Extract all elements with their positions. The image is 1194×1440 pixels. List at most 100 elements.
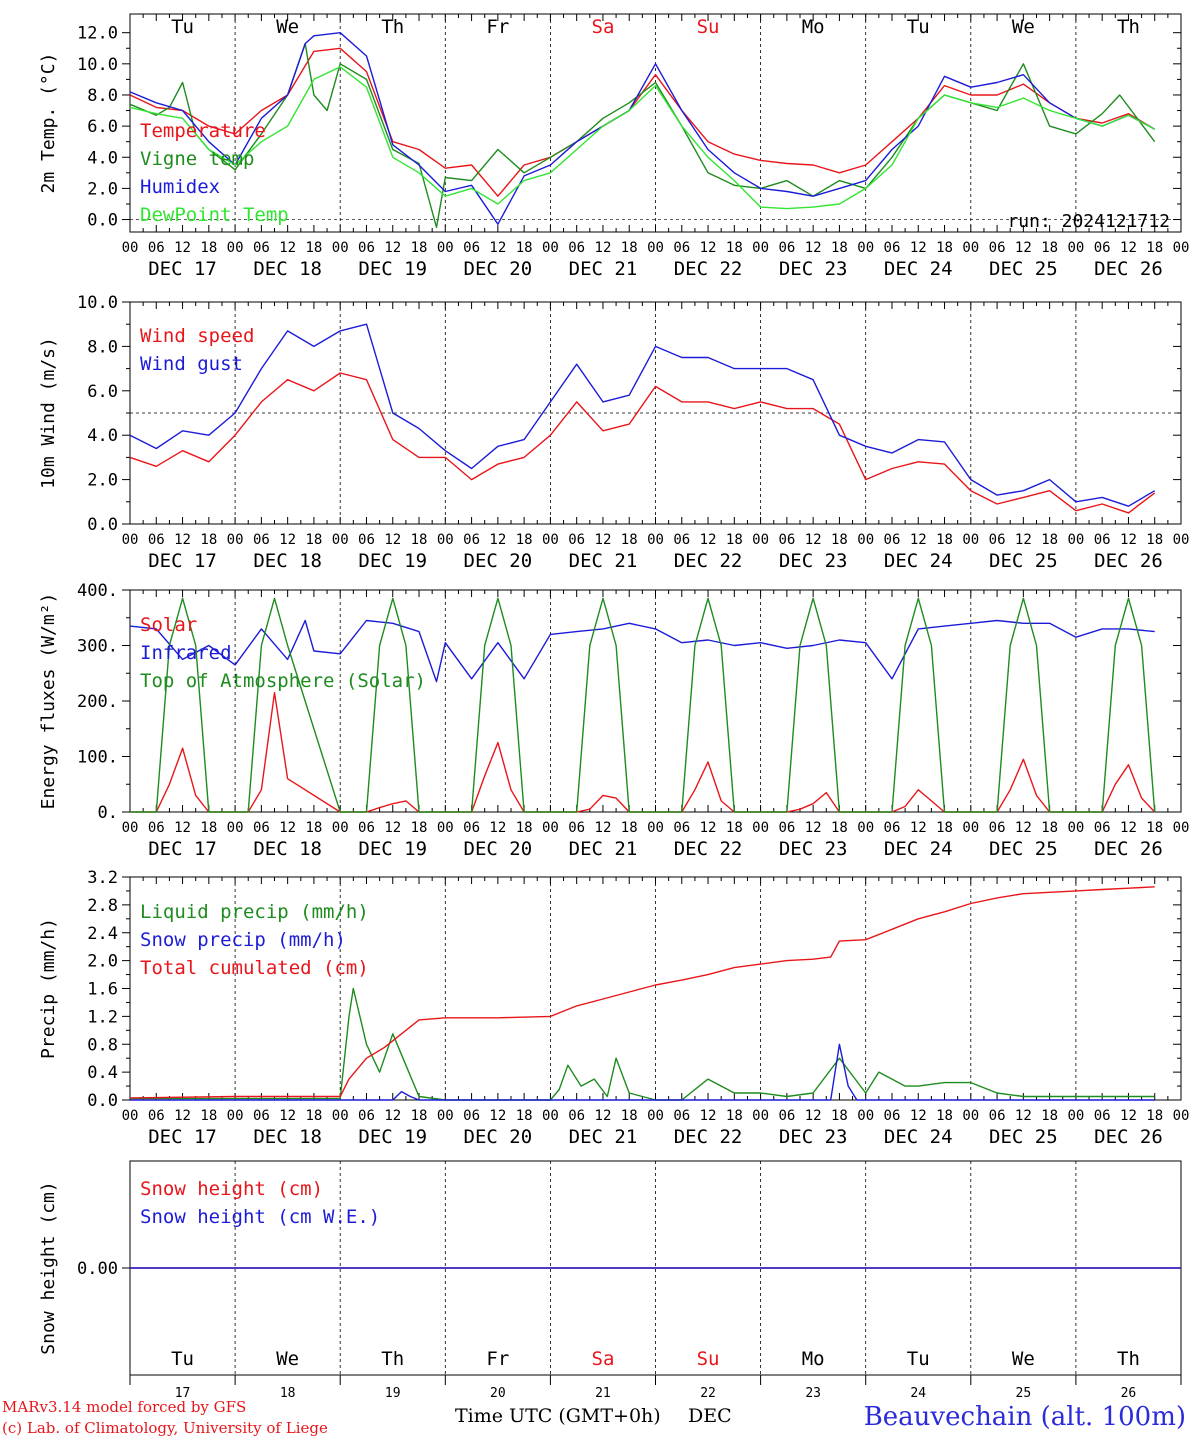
hour-label: 18 xyxy=(516,532,533,548)
date-label: DEC 20 xyxy=(464,1126,533,1148)
legend-entry: Humidex xyxy=(140,176,220,198)
hour-label: 18 xyxy=(621,532,638,548)
weekday-label: Th xyxy=(381,1348,404,1370)
hour-label: 00 xyxy=(647,820,664,836)
model-credit: MARv3.14 model forced by GFS xyxy=(2,1398,247,1416)
date-label: DEC 18 xyxy=(253,550,322,572)
hour-label: 00 xyxy=(1067,820,1084,836)
hour-label: 00 xyxy=(752,1108,769,1124)
hour-label: 00 xyxy=(1173,532,1190,548)
hour-label: 12 xyxy=(384,532,401,548)
legend-entry: Snow height (cm W.E.) xyxy=(140,1206,380,1228)
hour-label: 18 xyxy=(305,240,322,256)
hour-label: 12 xyxy=(910,240,927,256)
legend-entry: Wind speed xyxy=(140,325,254,347)
hour-label: 06 xyxy=(673,1108,690,1124)
weekday-label: Su xyxy=(697,1348,720,1370)
date-label: DEC 26 xyxy=(1094,1126,1163,1148)
hour-label: 06 xyxy=(148,1108,165,1124)
hour-label: 00 xyxy=(1067,532,1084,548)
y-tick-label: 0.4 xyxy=(87,1063,118,1083)
date-label: DEC 23 xyxy=(779,258,848,280)
day-number-label: 18 xyxy=(280,1386,296,1400)
date-label: DEC 18 xyxy=(253,258,322,280)
weekday-label: Tu xyxy=(171,1348,194,1370)
day-number-label: 22 xyxy=(700,1386,716,1400)
hour-label: 06 xyxy=(884,532,901,548)
date-label: DEC 24 xyxy=(884,838,953,860)
date-label: DEC 19 xyxy=(358,838,427,860)
hour-label: 18 xyxy=(831,820,848,836)
hour-label: 18 xyxy=(411,240,428,256)
hour-label: 12 xyxy=(805,820,822,836)
date-label: DEC 17 xyxy=(148,258,217,280)
y-axis-label: Precip (mm/h) xyxy=(38,918,59,1059)
series-line xyxy=(130,692,1156,813)
series-line xyxy=(129,323,1156,507)
series-line xyxy=(129,42,1156,229)
hour-label: 18 xyxy=(1041,820,1058,836)
hour-label: 18 xyxy=(621,240,638,256)
y-tick-label: 400. xyxy=(77,581,118,601)
hour-label: 06 xyxy=(568,820,585,836)
hour-label: 06 xyxy=(989,240,1006,256)
hour-label: 06 xyxy=(463,820,480,836)
hour-label: 06 xyxy=(778,1108,795,1124)
hour-label: 18 xyxy=(305,1108,322,1124)
hour-label: 06 xyxy=(1094,532,1111,548)
hour-label: 18 xyxy=(305,532,322,548)
weekday-label: Tu xyxy=(907,16,930,38)
hour-label: 18 xyxy=(1146,1108,1163,1124)
y-tick-label: 2.0 xyxy=(87,471,118,491)
date-label: DEC 24 xyxy=(884,1126,953,1148)
panel-1: 0.0 2.0 4.0 6.0 8.0 10.0 12.0 2m Temp. (°C) Temp… xyxy=(38,13,1189,280)
date-label: DEC 26 xyxy=(1094,550,1163,572)
meteogram-svg: 0.0 2.0 4.0 6.0 8.0 10.0 12.0 2m Temp. (°C) Temp… xyxy=(38,13,1190,1401)
hour-label: 06 xyxy=(463,532,480,548)
hour-label: 12 xyxy=(384,240,401,256)
series-line xyxy=(129,47,1156,197)
date-label: DEC 20 xyxy=(464,550,533,572)
y-tick-label: 0.0 xyxy=(87,211,118,231)
hour-label: 18 xyxy=(936,532,953,548)
day-number-label: 17 xyxy=(175,1386,191,1400)
date-label: DEC 17 xyxy=(148,838,217,860)
hour-label: 00 xyxy=(122,240,139,256)
y-tick-label: 2.8 xyxy=(87,896,118,916)
y-tick-label: 3.2 xyxy=(87,868,118,888)
hour-label: 12 xyxy=(910,532,927,548)
hour-label: 06 xyxy=(253,532,270,548)
hour-label: 06 xyxy=(463,1108,480,1124)
hour-label: 18 xyxy=(200,240,217,256)
hour-label: 18 xyxy=(1041,1108,1058,1124)
weekday-label: We xyxy=(276,16,299,38)
hour-label: 18 xyxy=(1041,240,1058,256)
hour-label: 00 xyxy=(227,532,244,548)
weekday-label: Su xyxy=(697,16,720,38)
hour-label: 18 xyxy=(200,1108,217,1124)
day-number-label: 24 xyxy=(910,1386,926,1400)
series-line xyxy=(130,1043,1155,1101)
hour-label: 06 xyxy=(1094,820,1111,836)
date-label: DEC 19 xyxy=(358,550,427,572)
hour-label: 00 xyxy=(332,820,349,836)
hour-label: 00 xyxy=(542,820,559,836)
weekday-label: Sa xyxy=(592,1348,615,1370)
weekday-label: Th xyxy=(1117,16,1140,38)
y-tick-label: 0.0 xyxy=(87,1091,118,1111)
date-label: DEC 19 xyxy=(358,258,427,280)
hour-label: 00 xyxy=(857,240,874,256)
hour-label: 00 xyxy=(647,532,664,548)
hour-label: 18 xyxy=(516,820,533,836)
hour-label: 12 xyxy=(489,532,506,548)
hour-label: 00 xyxy=(332,1108,349,1124)
hour-label: 06 xyxy=(884,1108,901,1124)
hour-label: 00 xyxy=(122,820,139,836)
hour-label: 06 xyxy=(673,240,690,256)
y-axis-label: Energy fluxes (W/m²) xyxy=(38,593,59,810)
hour-label: 00 xyxy=(437,820,454,836)
hour-label: 12 xyxy=(1015,1108,1032,1124)
hour-label: 00 xyxy=(437,532,454,548)
date-label: DEC 22 xyxy=(674,550,743,572)
y-tick-label: 2.0 xyxy=(87,952,118,972)
